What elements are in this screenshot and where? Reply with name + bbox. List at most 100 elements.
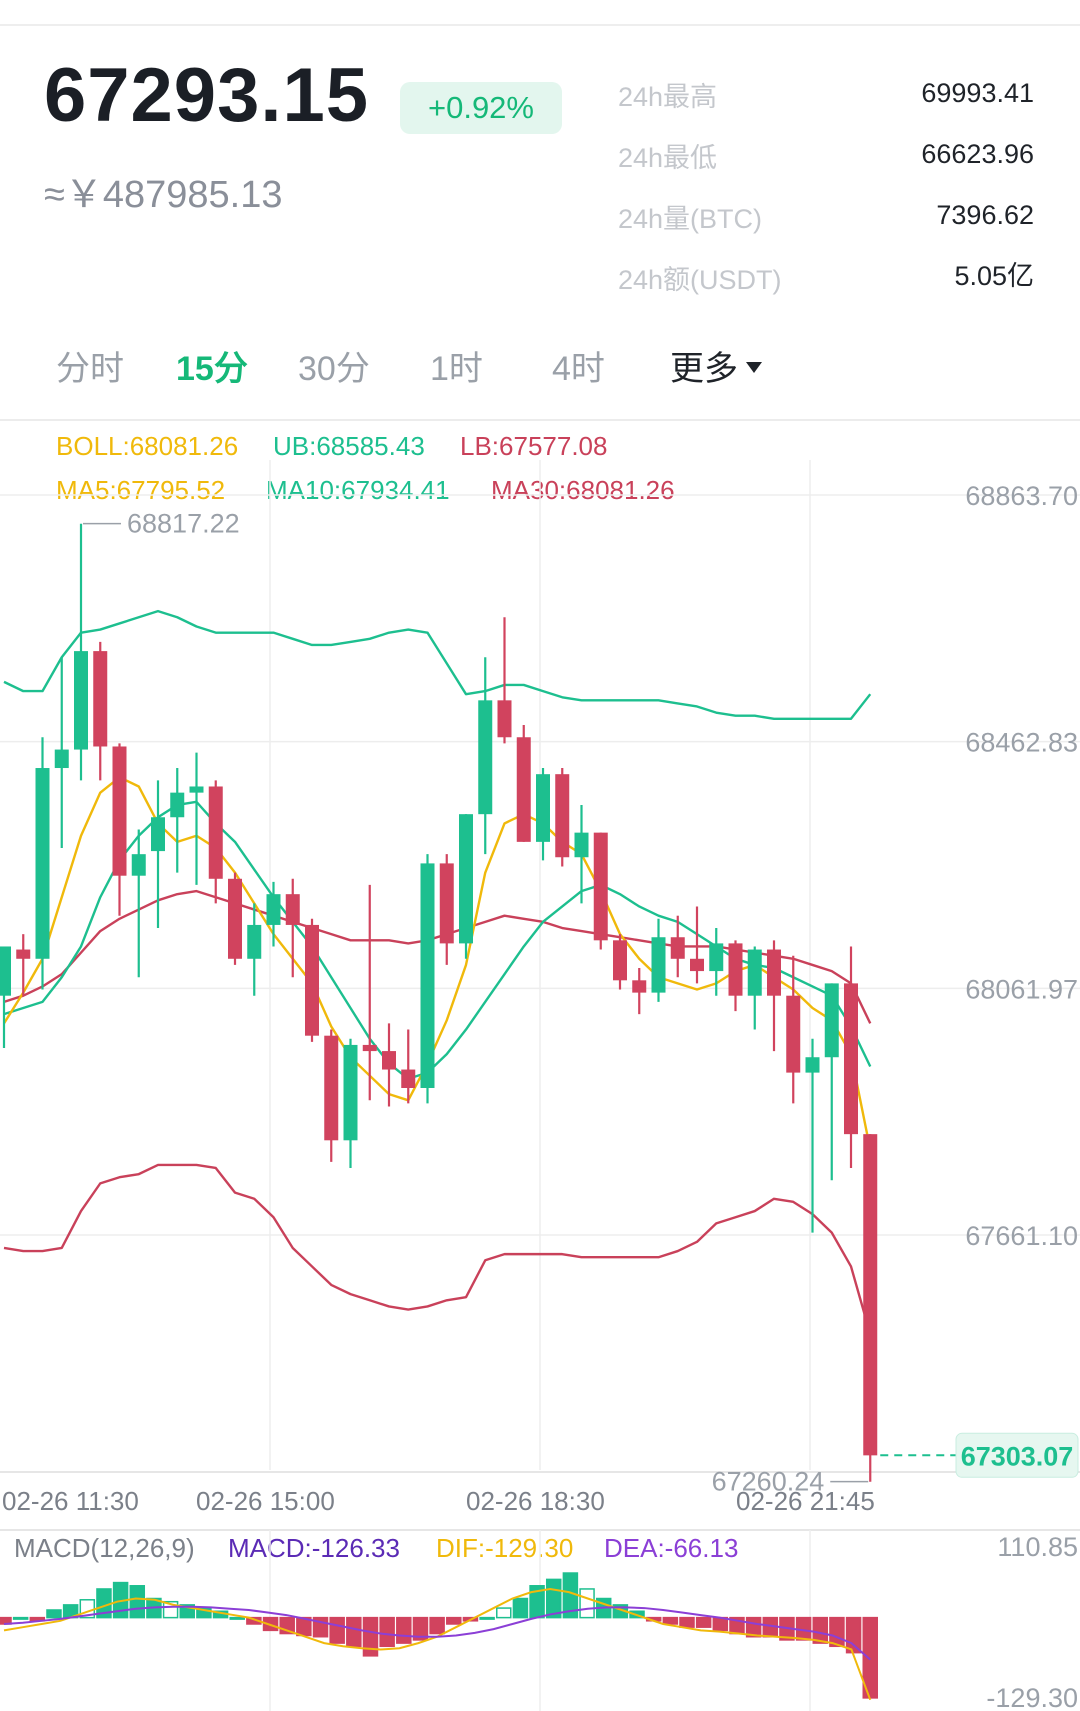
stat-value-high: 69993.41 <box>921 78 1034 108</box>
ma10-line <box>3 800 872 1080</box>
candle-body-down <box>208 786 223 879</box>
candle-body-up <box>247 924 262 959</box>
tab-15min[interactable]: 15分 <box>176 350 248 388</box>
macd-axis-label: -129.30 <box>986 1683 1078 1711</box>
macd-bar-positive <box>479 1616 495 1620</box>
change-percent-badge: +0.92% <box>400 82 562 134</box>
last-price-badge-label: 67303.07 <box>961 1441 1074 1471</box>
tab-more[interactable]: 更多 <box>670 352 762 386</box>
candle-body-up <box>651 937 666 993</box>
candle-body-up <box>709 943 724 972</box>
min-marker-label: 67260.24 <box>712 1467 825 1497</box>
macd-bar-negative <box>362 1616 379 1657</box>
macd-bar-positive <box>12 1616 29 1620</box>
candle-body-down <box>497 700 512 738</box>
candle-body-down <box>324 1035 339 1141</box>
candle-body-down <box>786 995 801 1073</box>
candle-body-up <box>420 863 435 1088</box>
candle-body-down <box>613 940 627 981</box>
macd-bar-positive <box>512 1597 529 1619</box>
caret-down-icon <box>746 361 762 373</box>
last-price: 67293.15 <box>44 53 369 138</box>
price-axis-label: 67661.10 <box>965 1221 1078 1251</box>
boll-mid-line <box>3 889 872 1024</box>
macd-bar-negative <box>396 1616 412 1644</box>
tab-more-label: 更多 <box>670 350 738 388</box>
macd-bar-negative <box>845 1616 862 1654</box>
candle-body-down <box>285 894 300 925</box>
macd-bar-negative <box>695 1616 712 1628</box>
legend-lb: LB:67577.08 <box>460 431 608 461</box>
candle-body-up <box>459 814 473 944</box>
legend-ub: UB:68585.43 <box>273 431 425 461</box>
candle-body-up <box>151 817 165 852</box>
candle-body-up <box>35 768 50 959</box>
macd-bar-positive <box>46 1609 62 1619</box>
macd-bar-negative <box>812 1616 829 1644</box>
macd-bar-negative <box>662 1616 679 1625</box>
candle-body-down <box>93 651 108 747</box>
candle-body-down <box>439 863 454 944</box>
boll-upper-line <box>3 609 872 720</box>
candle-body-down <box>16 949 31 959</box>
tab-timeshare[interactable]: 分时 <box>56 350 124 388</box>
legend-ma30: MA30:68081.26 <box>491 475 675 505</box>
legend-dif: DIF:-129.30 <box>436 1533 574 1563</box>
macd-bar-negative <box>446 1616 462 1625</box>
candle-body-up <box>266 894 281 925</box>
macd-bar-positive <box>496 1607 512 1619</box>
time-label-4: 02-26 21:45 <box>736 1486 875 1516</box>
candle-body-up <box>74 651 88 750</box>
macd-bar-negative <box>412 1616 429 1641</box>
legend-macd: MACD:-126.33 <box>228 1533 400 1563</box>
candle-body-up <box>824 983 839 1058</box>
macd-axis-label: 110.85 <box>997 1532 1078 1562</box>
candle-body-up <box>574 832 589 858</box>
legend-dea: DEA:-66.13 <box>604 1533 739 1563</box>
candle-body-down <box>728 943 743 996</box>
candle-body-up <box>478 700 493 815</box>
candle-body-up <box>536 774 550 842</box>
candle-body-down <box>593 832 608 941</box>
macd-bar-negative <box>379 1616 395 1648</box>
price-axis-label: 68061.97 <box>965 974 1078 1004</box>
candle-body-up <box>131 854 146 876</box>
macd-bar-negative <box>829 1616 845 1648</box>
price-axis-label: 68863.70 <box>965 481 1078 511</box>
boll-lower-line <box>3 1163 872 1335</box>
macd-bar-negative <box>346 1616 362 1648</box>
macd-title: MACD(12,26,9) <box>14 1533 195 1563</box>
stat-value-turnover: 5.05亿 <box>954 261 1034 291</box>
macd-bar-positive <box>229 1616 245 1620</box>
stat-label-turnover: 24h额(USDT) <box>618 265 782 295</box>
macd-bar-positive <box>545 1578 562 1619</box>
stat-value-low: 66623.96 <box>921 139 1034 169</box>
macd-bar-positive <box>129 1585 146 1619</box>
candle-body-up <box>54 749 69 769</box>
dea-line <box>3 1605 871 1661</box>
stat-label-low: 24h最低 <box>618 143 718 173</box>
candle-body-down <box>670 937 685 959</box>
ma5-line <box>2 776 872 1150</box>
candle-body-up <box>0 946 11 996</box>
cny-equivalent: ≈￥487985.13 <box>44 174 283 216</box>
last-price-badge <box>955 1432 1079 1478</box>
candle-body-down <box>305 924 319 1036</box>
price-axis-label: 68462.83 <box>965 728 1078 758</box>
tab-30min[interactable]: 30分 <box>298 350 370 388</box>
macd-bar-negative <box>679 1616 695 1628</box>
legend-ma5: MA5:67795.52 <box>56 475 226 505</box>
macd-bar-negative <box>329 1616 345 1644</box>
candle-body-down <box>228 878 242 959</box>
candle-body-up <box>343 1044 358 1141</box>
candle-body-down <box>632 980 647 993</box>
time-label-2: 02-26 15:00 <box>196 1486 335 1516</box>
candle-body-down <box>516 737 531 842</box>
tab-1h[interactable]: 1时 <box>430 350 483 388</box>
tab-4h[interactable]: 4时 <box>552 350 605 388</box>
time-label-3: 02-26 18:30 <box>466 1486 605 1516</box>
candle-body-down <box>401 1069 416 1088</box>
tabs-divider <box>0 419 1080 421</box>
candle-body-up <box>189 786 204 793</box>
